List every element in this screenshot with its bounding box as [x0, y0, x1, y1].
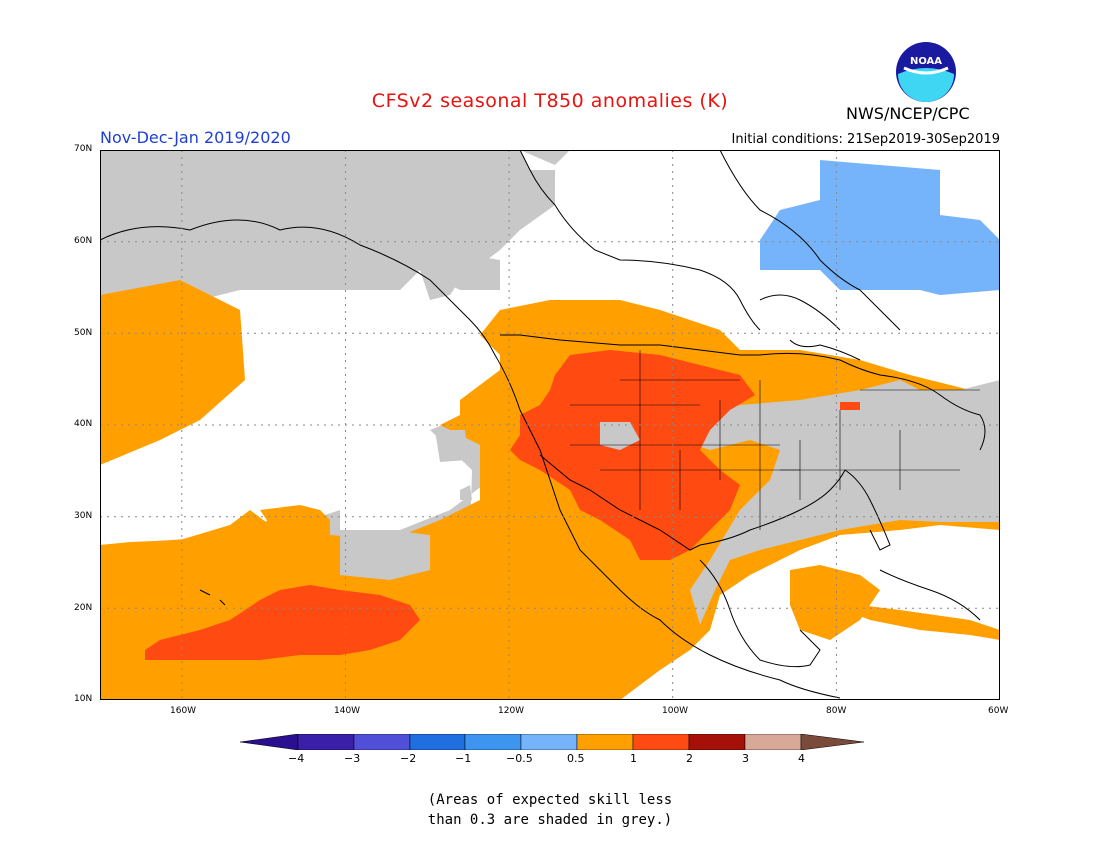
lon-label-140w: 140W	[334, 706, 361, 716]
lon-label-60w: 60W	[988, 706, 1009, 716]
cool-anomaly-region	[760, 160, 1000, 295]
lon-label-160w: 160W	[170, 706, 197, 716]
agency-label: NWS/NCEP/CPC	[846, 104, 970, 123]
lat-label-50n: 50N	[74, 328, 93, 338]
lat-label-40n: 40N	[74, 419, 93, 429]
lat-label-10n: 10N	[74, 694, 93, 704]
colorbar-bin-6	[576, 734, 634, 750]
colorbar-label: 4	[798, 752, 805, 765]
colorbar-bin-2	[353, 734, 411, 750]
map-title: CFSv2 seasonal T850 anomalies (K)	[371, 90, 729, 112]
colorbar-bin-9	[744, 734, 802, 750]
colorbar-label: 3	[742, 752, 749, 765]
lon-label-100w: 100W	[662, 706, 689, 716]
colorbar-label: −2	[400, 752, 417, 765]
logo-text: NOAA	[910, 56, 942, 67]
colorbar-label: −0.5	[506, 752, 533, 765]
colorbar-label: −4	[288, 752, 305, 765]
footnote-line-2: than 0.3 are shaded in grey.)	[427, 812, 673, 828]
initial-conditions-label: Initial conditions: 21Sep2019-30Sep2019	[731, 132, 1000, 147]
lon-label-80w: 80W	[826, 706, 847, 716]
colorbar-label: 2	[686, 752, 693, 765]
footnote-line-1: (Areas of expected skill less	[427, 792, 673, 808]
colorbar-bin-7	[632, 734, 690, 750]
coastlines	[100, 150, 986, 699]
season-label: Nov-Dec-Jan 2019/2020	[100, 128, 291, 147]
noaa-logo-icon: NOAA	[896, 42, 956, 102]
colorbar-bin-1	[297, 734, 355, 750]
colorbar-bin-3	[409, 734, 466, 750]
anomaly-map	[100, 150, 1000, 700]
colorbar-label: 1	[630, 752, 637, 765]
lat-label-70n: 70N	[74, 144, 93, 154]
colorbar-bin-5	[520, 734, 578, 750]
colorbar	[240, 734, 864, 750]
lat-label-60n: 60N	[74, 236, 93, 246]
colorbar-bin-8	[688, 734, 746, 750]
lat-lon-grid	[100, 150, 1000, 700]
colorbar-bin-4	[464, 734, 522, 750]
colorbar-end-low	[240, 734, 299, 750]
colorbar-end-high	[800, 734, 864, 750]
lat-label-20n: 20N	[74, 603, 93, 613]
strong-warm-anomaly-region	[145, 350, 860, 660]
lat-label-30n: 30N	[74, 511, 93, 521]
colorbar-label: 0.5	[567, 752, 585, 765]
lon-label-120w: 120W	[498, 706, 525, 716]
colorbar-label: −3	[344, 752, 361, 765]
colorbar-label: −1	[455, 752, 472, 765]
